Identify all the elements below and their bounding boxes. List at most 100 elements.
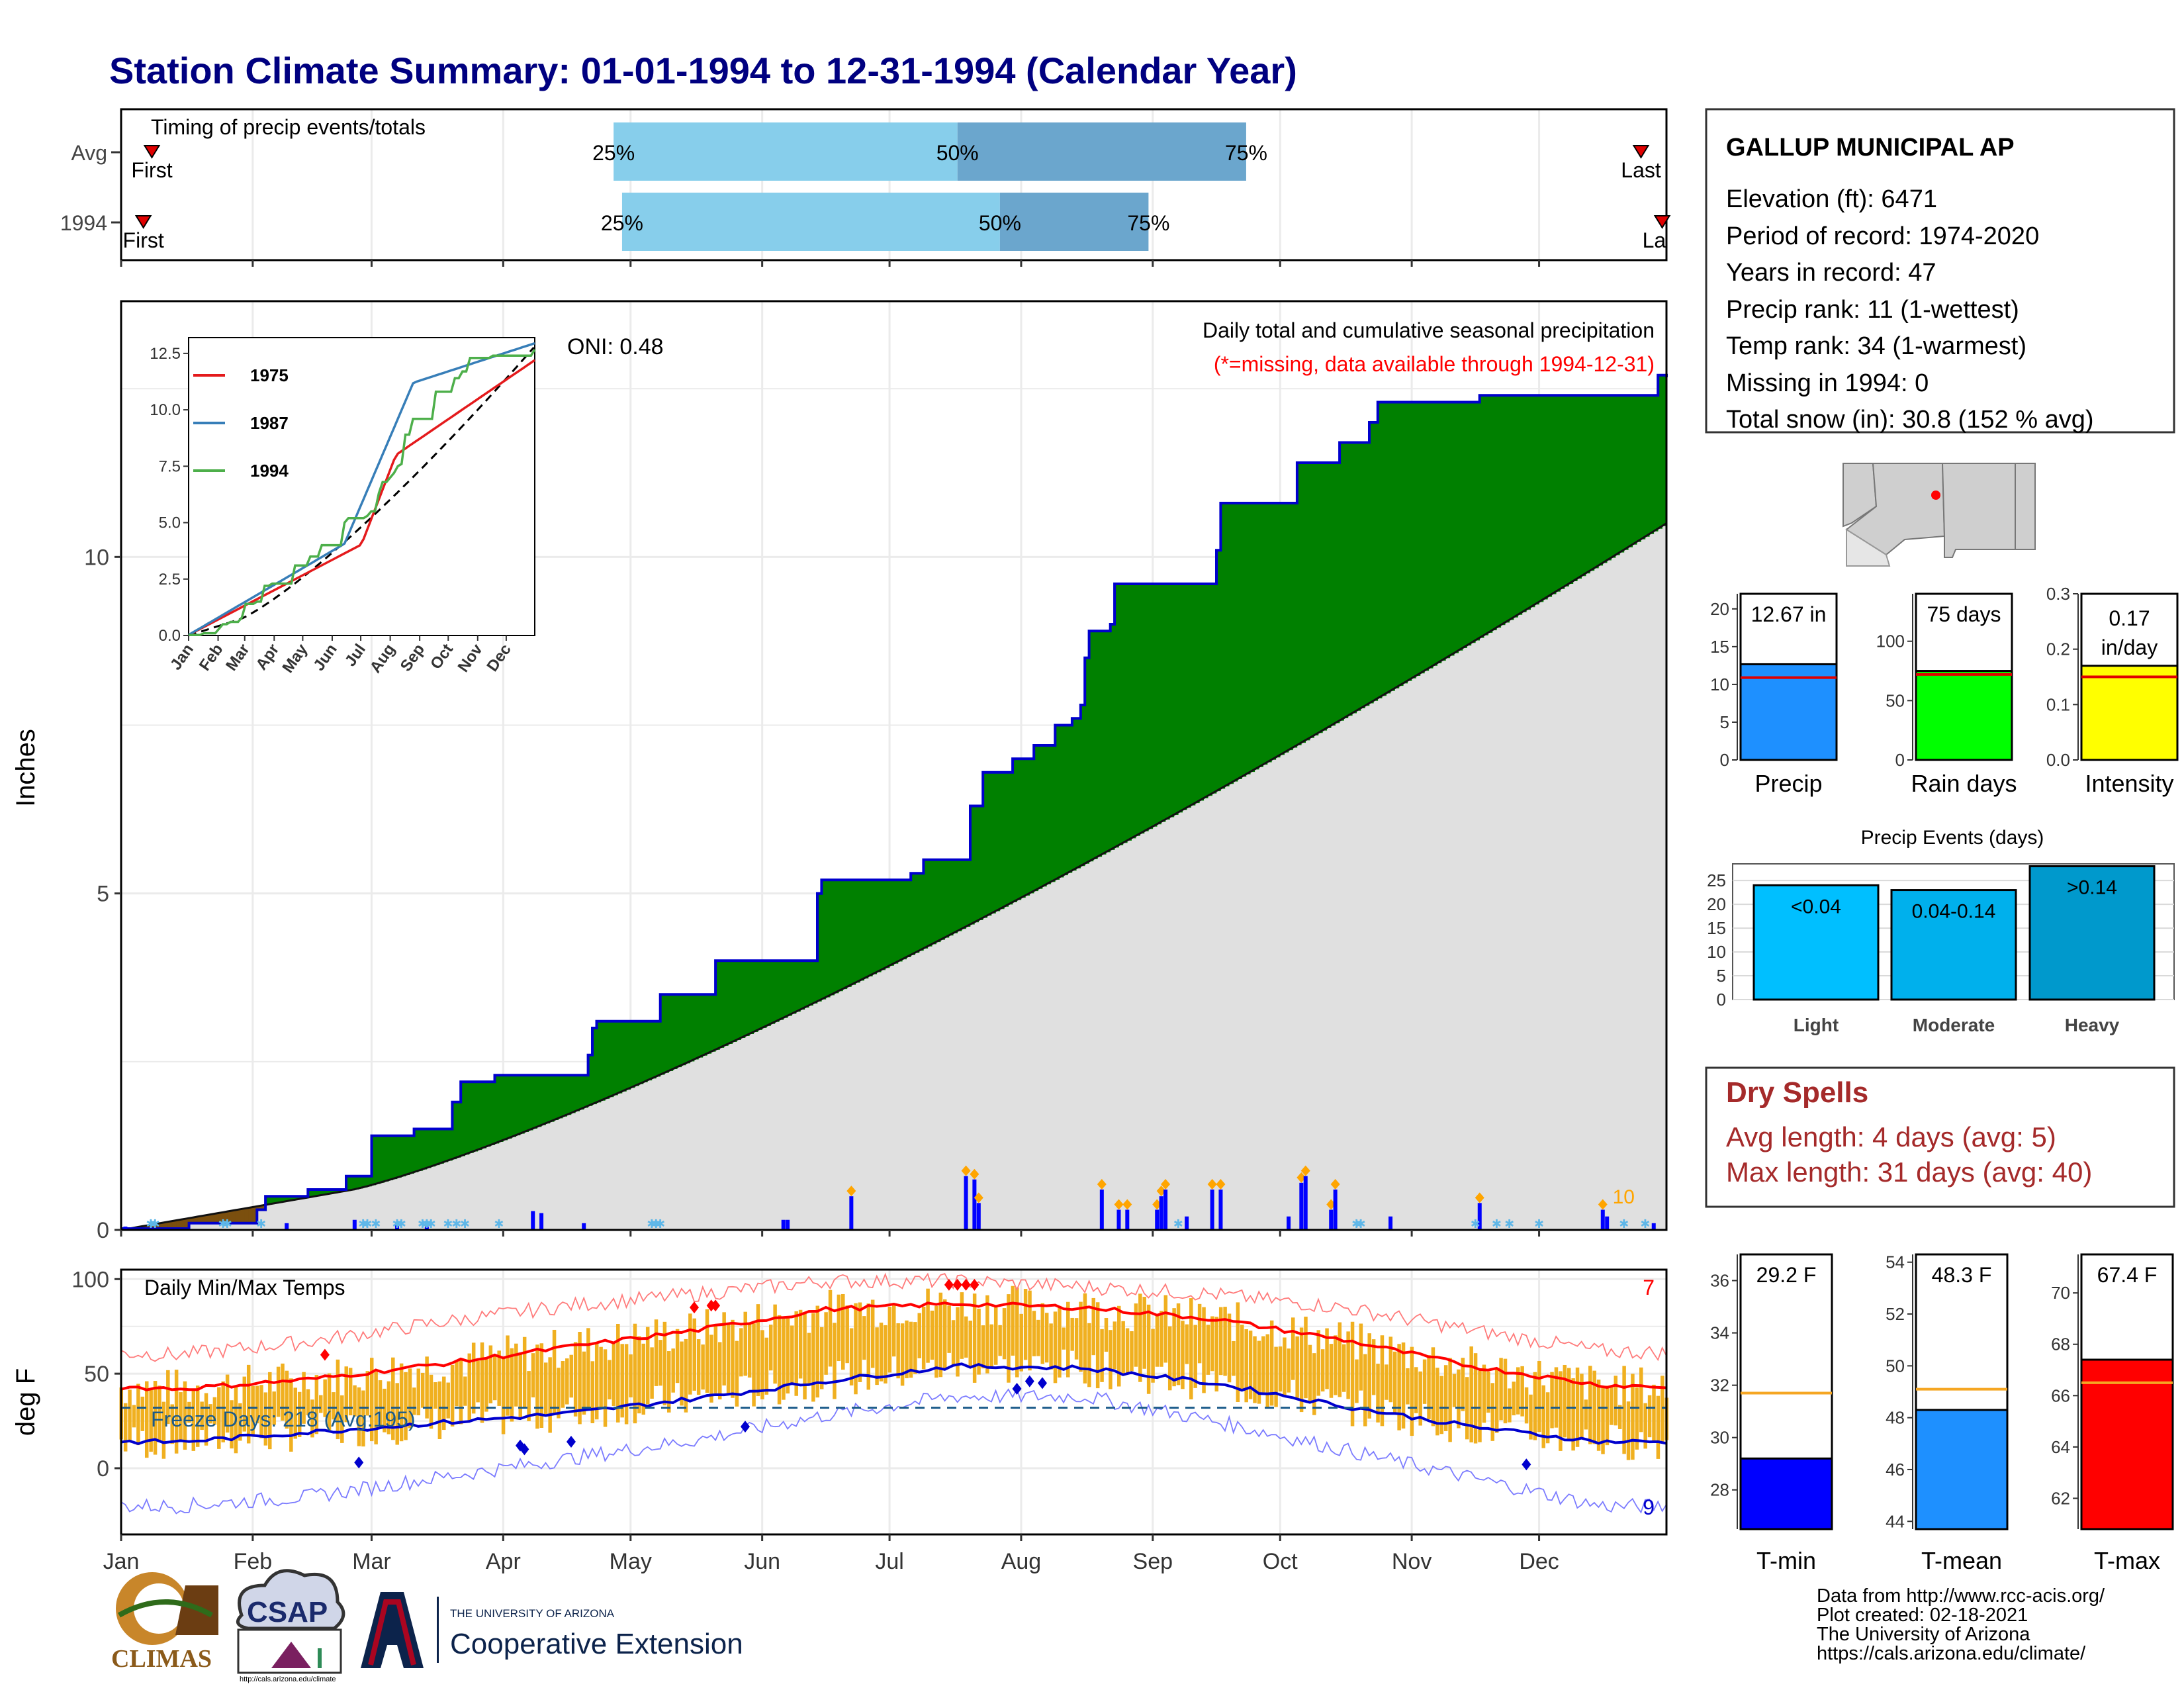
precip-caption: Daily total and cumulative seasonal prec… <box>1203 318 1655 342</box>
daily-temp-bar <box>293 1387 298 1439</box>
snow-marker: ✱ <box>494 1217 504 1231</box>
daily-temp-bar <box>612 1342 616 1406</box>
daily-temp-bar <box>786 1316 790 1394</box>
daily-temp-bar <box>1431 1347 1435 1427</box>
record-low-marker <box>566 1436 576 1448</box>
value-bar <box>1915 670 2013 761</box>
timing-p75-label: 75% <box>1225 141 1267 165</box>
daily-temp-bar <box>383 1388 387 1432</box>
daily-temp-bar <box>1185 1324 1189 1364</box>
daily-temp-bar <box>429 1374 433 1429</box>
daily-temp-bar <box>726 1324 731 1393</box>
daily-temp-bar <box>251 1385 255 1437</box>
precip-y-tick-label: 10 <box>84 545 109 570</box>
daily-precip-bar <box>964 1176 968 1230</box>
temp-y-tick-label: 0 <box>97 1456 109 1481</box>
timing-frame <box>120 108 1668 261</box>
daily-temp-bar <box>348 1368 353 1416</box>
station-line-missing: Missing in 1994: 0 <box>1726 369 1929 397</box>
daily-temp-bar <box>281 1363 285 1421</box>
record-high-marker <box>970 1278 979 1291</box>
timing-box-25-50 <box>614 122 958 181</box>
month-label: Mar <box>352 1549 391 1574</box>
temp-caption: Daily Min/Max Temps <box>144 1276 345 1299</box>
daily-temp-bar <box>1193 1325 1197 1388</box>
inset-series-1994 <box>189 349 536 637</box>
daily-temp-bar <box>132 1405 136 1428</box>
daily-temp-bar <box>543 1362 548 1415</box>
daily-temp-bar <box>1541 1385 1545 1448</box>
daily-temp-bar <box>416 1368 421 1416</box>
daily-temp-bar <box>645 1327 650 1405</box>
precip-events-chart: Precip Events (days) 0 5 10 15 20 25 <0.04 Light… <box>1707 827 2175 1035</box>
daily-temp-bar <box>819 1327 824 1389</box>
y-tick-label: 46 <box>1886 1460 1905 1479</box>
daily-temp-bar <box>934 1305 938 1378</box>
temp-frame <box>120 1268 1668 1536</box>
missing-data-note: (*=missing, data available through 1994-… <box>1214 352 1655 376</box>
daily-temp-bar <box>1652 1384 1656 1442</box>
daily-temp-bar <box>743 1311 747 1376</box>
daily-temp-bar <box>221 1381 225 1442</box>
temp-bar-t-max: 62 64 66 68 70 67.4 F T-max <box>2051 1253 2174 1574</box>
page-title: Station Climate Summary: 01-01-1994 to 1… <box>109 50 1297 91</box>
daily-temp-bar <box>1044 1313 1049 1363</box>
daily-temp-bar <box>1614 1376 1618 1426</box>
heavy-precip-marker <box>970 1168 979 1180</box>
daily-temp-bar <box>1304 1317 1308 1399</box>
daily-temp-bar <box>854 1303 858 1395</box>
daily-temp-bar <box>1223 1307 1227 1376</box>
y-tick-label: 70 <box>2051 1283 2070 1303</box>
daily-temp-bar <box>408 1368 412 1429</box>
daily-temp-bar <box>709 1335 713 1403</box>
daily-temp-bar <box>884 1325 887 1383</box>
daily-precip-bar <box>424 1226 429 1230</box>
timing-last-label: La <box>1643 228 1666 252</box>
y-tick-label: 34 <box>1710 1323 1729 1343</box>
summary-bar-intensity: 0.0 0.1 0.2 0.3 0.17 in/day Intensity <box>2046 584 2179 797</box>
daily-temp-bar <box>1647 1395 1652 1438</box>
record-low-count: 9 <box>1643 1495 1655 1519</box>
daily-temp-bar <box>1359 1323 1363 1391</box>
daily-temp-bar <box>1452 1374 1457 1407</box>
bar-label: T-mean <box>1921 1547 2002 1574</box>
daily-temp-bar <box>365 1371 370 1416</box>
timing-panel: Timing of precip events/totals Avg 25% 50% 7… <box>60 108 1671 267</box>
precip-y-axis-label: Inches <box>11 729 40 807</box>
daily-temp-bar <box>887 1306 892 1373</box>
timing-last-marker <box>1632 145 1650 159</box>
daily-temp-bar <box>174 1370 179 1454</box>
daily-temp-bar <box>1130 1331 1134 1372</box>
daily-temp-bar <box>387 1381 391 1434</box>
daily-temp-bar <box>629 1354 633 1397</box>
daily-precip-bar <box>582 1223 586 1230</box>
daily-temp-bar <box>1308 1344 1312 1401</box>
y-tick-label: 64 <box>2051 1437 2070 1457</box>
daily-temp-bar <box>1138 1293 1142 1382</box>
record-high-count: 7 <box>1643 1276 1655 1299</box>
daily-temp-bar <box>1406 1368 1410 1405</box>
record-high-marker <box>961 1278 971 1291</box>
daily-temp-bar <box>892 1305 896 1357</box>
daily-temp-bar <box>1104 1317 1109 1352</box>
month-label: May <box>610 1549 652 1574</box>
daily-temp-bar <box>1316 1330 1320 1396</box>
timing-first-label: First <box>123 228 164 252</box>
daily-temp-bar <box>981 1325 985 1369</box>
month-label: Jun <box>744 1549 780 1574</box>
footer-line-university: The University of Arizona <box>1817 1624 2030 1645</box>
timing-first-marker <box>143 145 161 159</box>
daily-temp-bar <box>518 1353 522 1419</box>
snow-marker: ✱ <box>222 1217 232 1231</box>
daily-temp-bar <box>455 1360 459 1407</box>
station-line-snow: Total snow (in): 30.8 (152 % avg) <box>1726 406 2094 434</box>
daily-temp-bar <box>161 1401 166 1459</box>
daily-temp-bar <box>998 1325 1002 1356</box>
daily-temp-bar <box>1334 1335 1338 1395</box>
daily-temp-bar <box>1232 1340 1236 1376</box>
daily-temp-bar <box>208 1404 212 1424</box>
daily-temp-bar <box>1079 1301 1083 1372</box>
value-label: 0.17 <box>2109 606 2150 630</box>
timing-p75-label: 75% <box>1127 211 1169 235</box>
daily-precip-bar <box>1299 1182 1304 1230</box>
